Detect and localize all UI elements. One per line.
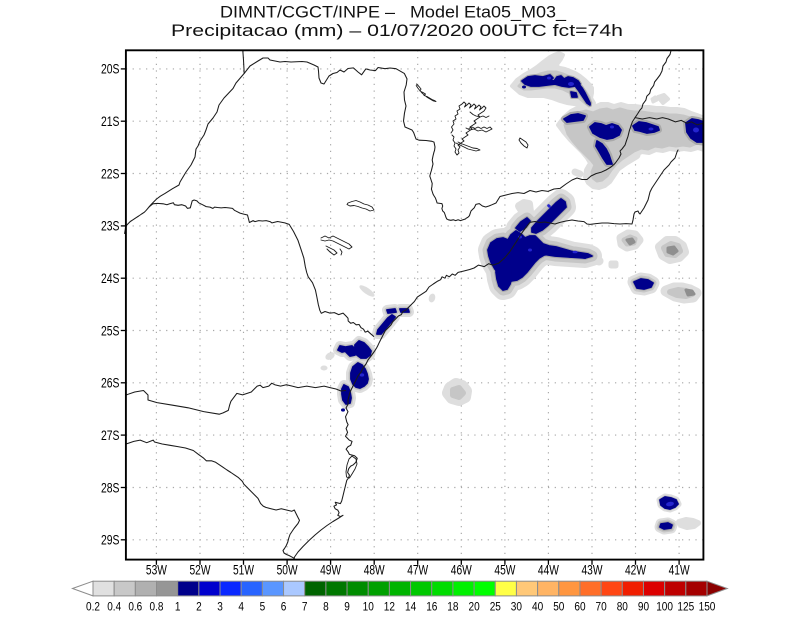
svg-text:Precipitacao (mm) – 01/07/2020: Precipitacao (mm) – 01/07/2020 00UTC fct… xyxy=(171,22,623,40)
svg-text:70: 70 xyxy=(596,599,608,613)
svg-text:50W: 50W xyxy=(277,563,298,578)
svg-text:12: 12 xyxy=(384,599,396,613)
svg-text:6: 6 xyxy=(281,599,287,613)
svg-text:9: 9 xyxy=(344,599,350,613)
svg-text:7: 7 xyxy=(302,599,308,613)
svg-text:42W: 42W xyxy=(625,563,646,578)
svg-text:41W: 41W xyxy=(669,563,690,578)
svg-text:60: 60 xyxy=(574,599,586,613)
svg-text:52W: 52W xyxy=(190,563,211,578)
svg-text:29S: 29S xyxy=(101,533,120,548)
svg-text:0.2: 0.2 xyxy=(86,599,100,613)
svg-text:25: 25 xyxy=(490,599,502,613)
svg-text:50: 50 xyxy=(553,599,565,613)
svg-text:46W: 46W xyxy=(451,563,472,578)
svg-text:48W: 48W xyxy=(364,563,385,578)
svg-text:10: 10 xyxy=(363,599,375,613)
svg-text:2: 2 xyxy=(196,599,202,613)
svg-text:0.6: 0.6 xyxy=(128,599,142,613)
svg-text:8: 8 xyxy=(323,599,329,613)
svg-text:21S: 21S xyxy=(101,114,120,129)
svg-text:20S: 20S xyxy=(101,62,120,77)
svg-text:44W: 44W xyxy=(538,563,559,578)
svg-text:1: 1 xyxy=(175,599,181,613)
svg-text:51W: 51W xyxy=(233,563,254,578)
svg-text:23S: 23S xyxy=(101,219,120,234)
svg-text:53W: 53W xyxy=(146,563,167,578)
svg-text:28S: 28S xyxy=(101,480,120,495)
svg-text:30: 30 xyxy=(511,599,523,613)
svg-text:125: 125 xyxy=(677,599,694,613)
svg-text:16: 16 xyxy=(426,599,438,613)
svg-text:80: 80 xyxy=(617,599,629,613)
svg-text:25S: 25S xyxy=(101,323,120,338)
svg-text:0.8: 0.8 xyxy=(150,599,164,613)
svg-text:26S: 26S xyxy=(101,376,120,391)
svg-text:100: 100 xyxy=(656,599,673,613)
svg-text:27S: 27S xyxy=(101,428,120,443)
svg-text:0.4: 0.4 xyxy=(107,599,121,613)
svg-text:40: 40 xyxy=(532,599,544,613)
svg-text:49W: 49W xyxy=(320,563,341,578)
svg-text:18: 18 xyxy=(447,599,459,613)
svg-text:DIMNT/CGCT/INPE – Model Eta0: DIMNT/CGCT/INPE – Model Eta05_M03_ xyxy=(220,4,567,22)
svg-text:90: 90 xyxy=(638,599,650,613)
svg-text:45W: 45W xyxy=(494,563,515,578)
svg-text:47W: 47W xyxy=(407,563,428,578)
svg-text:22S: 22S xyxy=(101,166,120,181)
svg-text:5: 5 xyxy=(260,599,266,613)
svg-text:43W: 43W xyxy=(582,563,603,578)
svg-text:150: 150 xyxy=(699,599,716,613)
svg-text:24S: 24S xyxy=(101,271,120,286)
svg-text:3: 3 xyxy=(217,599,223,613)
svg-text:4: 4 xyxy=(238,599,244,613)
svg-text:14: 14 xyxy=(405,599,417,613)
svg-text:20: 20 xyxy=(469,599,481,613)
